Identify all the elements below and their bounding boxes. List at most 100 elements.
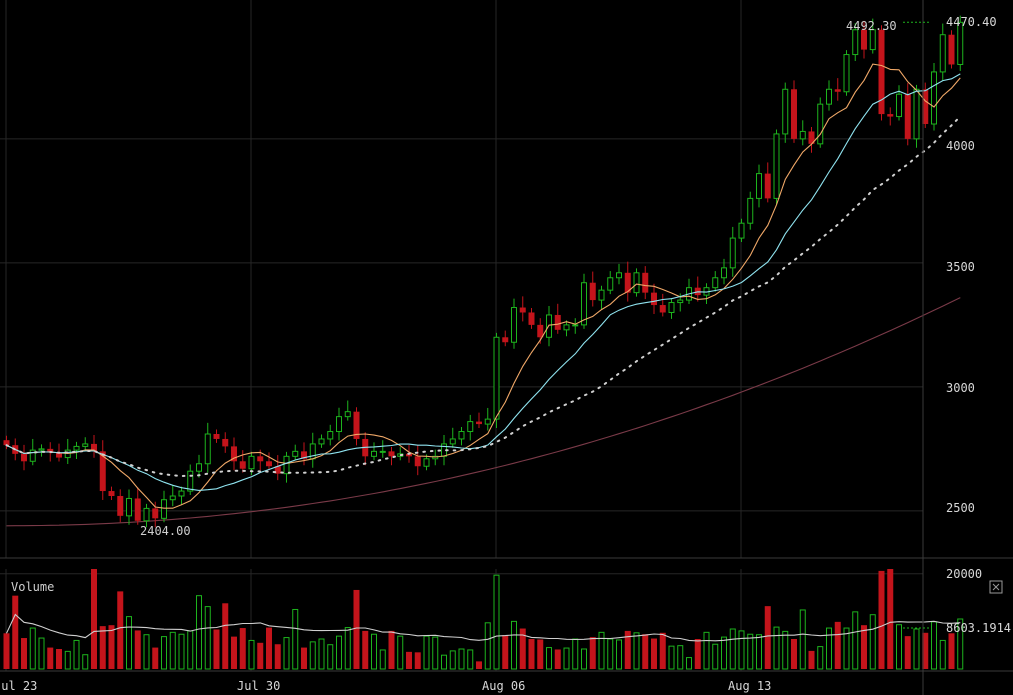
- volume-bar: [204, 606, 211, 670]
- candle-body: [169, 495, 176, 501]
- candle-body: [231, 446, 237, 462]
- candle-body: [476, 421, 482, 425]
- volume-bar: [537, 639, 544, 669]
- volume-bar: [729, 628, 736, 670]
- volume-bar: [782, 630, 789, 670]
- ma-slow-line: [6, 297, 961, 527]
- volume-bar: [493, 574, 500, 670]
- volume-bar: [134, 630, 141, 669]
- ma-dotted-line: [5, 115, 962, 478]
- candle-body: [808, 131, 815, 144]
- volume-bar: [283, 637, 290, 670]
- volume-bar: [607, 638, 614, 670]
- volume-bar: [721, 636, 727, 670]
- candle-body: [91, 443, 97, 452]
- candle-body: [301, 451, 307, 459]
- volume-bar: [528, 639, 535, 669]
- candle-body: [878, 29, 885, 115]
- volume-bar: [589, 637, 596, 669]
- candle-body: [406, 453, 412, 457]
- volume-bar: [931, 621, 937, 670]
- high-price-annotation: 4492.30: [846, 19, 897, 33]
- x-tick-label-aug06: Aug 06: [482, 679, 525, 693]
- candle-body: [379, 450, 386, 453]
- candle-body: [554, 314, 561, 330]
- candle-body: [388, 451, 395, 457]
- candle-body: [721, 267, 727, 279]
- close-icon[interactable]: [989, 580, 1003, 594]
- volume-bar: [178, 633, 185, 670]
- candle-body: [21, 453, 27, 462]
- volume-bar: [222, 603, 229, 669]
- candle-body: [764, 173, 771, 199]
- candle-body: [423, 458, 430, 467]
- candle-body: [511, 307, 517, 343]
- candle-body: [432, 455, 439, 460]
- volume-bar: [327, 644, 334, 670]
- volume-bar: [878, 570, 885, 669]
- candle-body: [3, 440, 10, 446]
- low-price-annotation: 2404.00: [140, 524, 191, 538]
- price-tick-label-3000: 3000: [946, 381, 975, 395]
- candle-body: [861, 29, 867, 50]
- ma-mid-line: [6, 73, 961, 491]
- candle-body: [939, 34, 946, 73]
- candle-body: [843, 54, 850, 93]
- volume-bar: [12, 595, 19, 669]
- volume-bar: [117, 591, 124, 669]
- volume-bar: [834, 621, 841, 669]
- volume-bar: [29, 627, 36, 670]
- candle-body: [484, 418, 491, 425]
- candle-body: [274, 466, 281, 474]
- volume-bar: [292, 608, 299, 670]
- last-price-label: 4470.40: [946, 15, 997, 29]
- volume-bar: [581, 648, 587, 670]
- moving-averages: [5, 63, 962, 509]
- candle-body: [82, 443, 89, 447]
- candle-body: [178, 490, 185, 497]
- volume-bar: [91, 569, 97, 669]
- volume-bar: [371, 633, 377, 670]
- volume-bar: [108, 625, 115, 669]
- volume-bar: [64, 650, 71, 670]
- volume-bar: [554, 649, 561, 669]
- candle-body: [502, 337, 509, 343]
- candle-body: [659, 305, 666, 313]
- volume-bar: [896, 624, 902, 670]
- candle-body: [817, 103, 824, 145]
- volume-bar: [861, 625, 867, 669]
- volume-bar: [143, 634, 150, 670]
- volume-bar: [843, 627, 850, 670]
- volume-ma-line: [6, 613, 961, 642]
- candle-body: [913, 88, 920, 140]
- candle-body: [834, 89, 841, 92]
- candle-body: [257, 456, 264, 462]
- volume-bar: [187, 630, 194, 670]
- candle-body: [528, 312, 535, 325]
- candle-body: [467, 421, 474, 433]
- candle-body: [519, 307, 526, 313]
- price-tick-label-3500: 3500: [946, 260, 975, 274]
- candle-body: [677, 299, 684, 304]
- candle-body: [633, 272, 640, 294]
- candle-body: [922, 89, 929, 124]
- candle-body: [204, 433, 211, 465]
- candle-body: [239, 461, 246, 469]
- candle-body: [896, 93, 902, 118]
- volume-bar: [651, 638, 657, 669]
- volume-panel-label: Volume: [11, 580, 54, 594]
- moving-average-slow: [6, 297, 961, 527]
- x-tick-label-jul30: Jul 30: [237, 679, 280, 693]
- volume-bar: [379, 649, 386, 670]
- candle-body: [948, 34, 955, 65]
- volume-bar: [852, 611, 859, 670]
- candle-body: [29, 449, 36, 462]
- volume-bar: [353, 589, 360, 669]
- candle-body: [581, 282, 587, 326]
- candle-body: [869, 29, 876, 51]
- candle-body: [651, 292, 657, 306]
- volume-bar: [161, 636, 167, 670]
- candles: [3, 15, 964, 528]
